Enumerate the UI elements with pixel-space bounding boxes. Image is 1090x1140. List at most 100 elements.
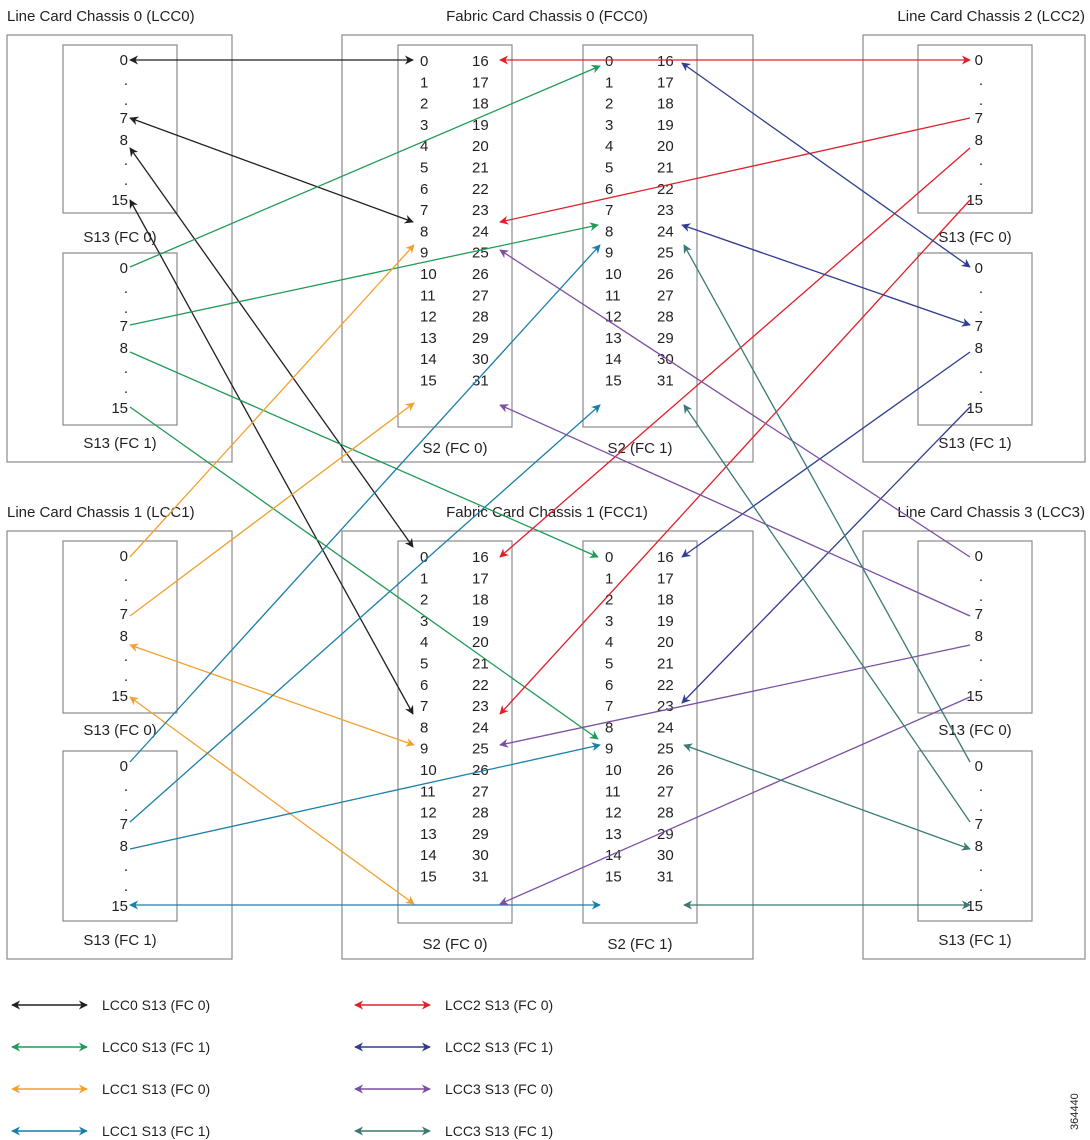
fcc0-fc1-port-11: 11 bbox=[605, 287, 621, 304]
lcc3-fc1-port-5: . bbox=[979, 858, 983, 875]
fcc1-fc0-port-24: 24 bbox=[472, 719, 489, 736]
lcc3-fc0-port-7: 15 bbox=[966, 688, 983, 705]
fcc0-fc0-port-29: 29 bbox=[472, 330, 489, 347]
fcc0-fc1-port-17: 17 bbox=[657, 74, 674, 91]
fcc1-fc1-port-7: 7 bbox=[605, 698, 613, 715]
lcc0-fc1-port-1: . bbox=[124, 280, 128, 297]
fcc0-fc1-port-9: 9 bbox=[605, 245, 613, 262]
fcc0-fc0-port-24: 24 bbox=[472, 223, 489, 240]
lcc3-fc1-port-0: 0 bbox=[975, 758, 983, 775]
lcc1-fc1-port-0: 0 bbox=[120, 758, 128, 775]
legend-label-6: LCC3 S13 (FC 0) bbox=[445, 1081, 553, 1097]
fcc0-fc1-port-29: 29 bbox=[657, 330, 674, 347]
lcc2-fc0-port-0: 0 bbox=[975, 52, 983, 69]
lcc3-fc1-port-7: 15 bbox=[966, 898, 983, 915]
fcc1-fc0-port-8: 8 bbox=[420, 719, 428, 736]
lcc0-fc1-port-4: 8 bbox=[120, 340, 128, 357]
fcc1-fc0-port-16: 16 bbox=[472, 549, 489, 566]
lcc0-fc1-label: S13 (FC 1) bbox=[83, 435, 156, 452]
connection-arrow-navy-20 bbox=[682, 63, 970, 267]
lcc2-fc0-card bbox=[918, 45, 1032, 213]
lcc2-fc0-port-5: . bbox=[979, 152, 983, 169]
lcc3-fc0-port-0: 0 bbox=[975, 548, 983, 565]
fcc1-fc1-port-10: 10 bbox=[605, 762, 622, 779]
connection-arrows bbox=[130, 60, 970, 905]
fcc0-fc1-port-31: 31 bbox=[657, 373, 674, 390]
connection-arrow-navy-21 bbox=[682, 225, 970, 325]
lcc1-fc1-port-3: 7 bbox=[120, 816, 128, 833]
fcc1-fc0-port-27: 27 bbox=[472, 783, 489, 800]
legend-label-2: LCC1 S13 (FC 0) bbox=[102, 1081, 210, 1097]
fcc1-chassis: Fabric Card Chassis 1 (FCC1) S2 (FC 0) S… bbox=[342, 504, 753, 959]
lcc2-title: Line Card Chassis 2 (LCC2) bbox=[897, 8, 1085, 25]
legend-label-5: LCC2 S13 (FC 1) bbox=[445, 1039, 553, 1055]
legend-label-4: LCC2 S13 (FC 0) bbox=[445, 997, 553, 1013]
lcc0-fc0-port-2: . bbox=[124, 92, 128, 109]
fcc0-fc1-port-15: 15 bbox=[605, 373, 622, 390]
lcc2-fc1-label: S13 (FC 1) bbox=[938, 435, 1011, 452]
fcc1-title: Fabric Card Chassis 1 (FCC1) bbox=[446, 504, 648, 521]
fcc1-fc1-port-22: 22 bbox=[657, 677, 674, 694]
fcc0-fc1-port-1: 1 bbox=[605, 74, 613, 91]
fcc1-fc1-port-31: 31 bbox=[657, 869, 674, 886]
fcc0-fc1-port-16: 16 bbox=[657, 53, 674, 70]
fcc0-fc0-port-7: 7 bbox=[420, 202, 428, 219]
fcc1-fc0-port-14: 14 bbox=[420, 847, 437, 864]
fcc1-fc1-port-4: 4 bbox=[605, 634, 613, 651]
fcc0-fc0-port-10: 10 bbox=[420, 266, 437, 283]
fcc1-fc0-port-29: 29 bbox=[472, 826, 489, 843]
lcc1-fc0-port-5: . bbox=[124, 648, 128, 665]
fcc0-fc1-port-12: 12 bbox=[605, 309, 622, 326]
fcc0-fc0-port-9: 9 bbox=[420, 245, 428, 262]
fcc0-fc0-port-25: 25 bbox=[472, 245, 489, 262]
fcc1-fc0-port-21: 21 bbox=[472, 656, 489, 673]
fcc1-fc1-port-27: 27 bbox=[657, 783, 674, 800]
fcc0-fc0-port-27: 27 bbox=[472, 287, 489, 304]
fcc0-fc1-port-19: 19 bbox=[657, 117, 674, 134]
fcc0-fc0-port-13: 13 bbox=[420, 330, 437, 347]
lcc1-fc1-port-2: . bbox=[124, 798, 128, 815]
lcc1-fc0-port-6: . bbox=[124, 668, 128, 685]
fcc1-fc1-port-0: 0 bbox=[605, 549, 613, 566]
fcc0-fc0-port-11: 11 bbox=[420, 287, 436, 304]
lcc2-fc1-port-5: . bbox=[979, 360, 983, 377]
lcc1-fc0-port-0: 0 bbox=[120, 548, 128, 565]
fcc1-fc0-port-15: 15 bbox=[420, 869, 437, 886]
fcc0-fc0-port-30: 30 bbox=[472, 351, 489, 368]
lcc0-fc0-label: S13 (FC 0) bbox=[83, 229, 156, 246]
fcc1-fc0-port-10: 10 bbox=[420, 762, 437, 779]
lcc0-fc0-port-6: . bbox=[124, 172, 128, 189]
lcc2-outline bbox=[863, 35, 1085, 462]
fcc1-fc0-port-18: 18 bbox=[472, 592, 489, 609]
legend-label-0: LCC0 S13 (FC 0) bbox=[102, 997, 210, 1013]
fcc1-fc0-port-25: 25 bbox=[472, 741, 489, 758]
fcc1-fc0-card bbox=[398, 541, 512, 923]
fcc0-fc1-port-6: 6 bbox=[605, 181, 613, 198]
lcc1-fc1-port-4: 8 bbox=[120, 838, 128, 855]
lcc1-fc0-port-4: 8 bbox=[120, 628, 128, 645]
fcc1-fc1-port-14: 14 bbox=[605, 847, 622, 864]
fcc0-fc0-port-17: 17 bbox=[472, 74, 489, 91]
fcc0-fc0-port-23: 23 bbox=[472, 202, 489, 219]
fcc0-fc1-port-14: 14 bbox=[605, 351, 622, 368]
fcc1-fc0-port-28: 28 bbox=[472, 805, 489, 822]
connection-arrow-orange-10 bbox=[130, 645, 414, 745]
fcc1-fc0-port-5: 5 bbox=[420, 656, 428, 673]
fcc0-fc1-port-24: 24 bbox=[657, 223, 674, 240]
fcc1-fc0-port-9: 9 bbox=[420, 741, 428, 758]
lcc3-fc0-port-4: 8 bbox=[975, 628, 983, 645]
fcc1-fc0-port-12: 12 bbox=[420, 805, 437, 822]
lcc3-fc0-port-3: 7 bbox=[975, 606, 983, 623]
fcc0-fc0-port-31: 31 bbox=[472, 373, 489, 390]
fcc1-fc1-port-5: 5 bbox=[605, 656, 613, 673]
fcc1-fc0-port-30: 30 bbox=[472, 847, 489, 864]
lcc0-outline bbox=[7, 35, 232, 462]
connection-arrow-navy-23 bbox=[682, 407, 970, 703]
connection-arrow-green-6 bbox=[130, 352, 598, 557]
lcc3-title: Line Card Chassis 3 (LCC3) bbox=[897, 504, 1085, 521]
fcc0-fc1-port-28: 28 bbox=[657, 309, 674, 326]
lcc2-fc0-port-6: . bbox=[979, 172, 983, 189]
connection-arrow-black-2 bbox=[130, 148, 413, 547]
fcc1-fc1-port-30: 30 bbox=[657, 847, 674, 864]
fcc1-fc1-port-3: 3 bbox=[605, 613, 613, 630]
